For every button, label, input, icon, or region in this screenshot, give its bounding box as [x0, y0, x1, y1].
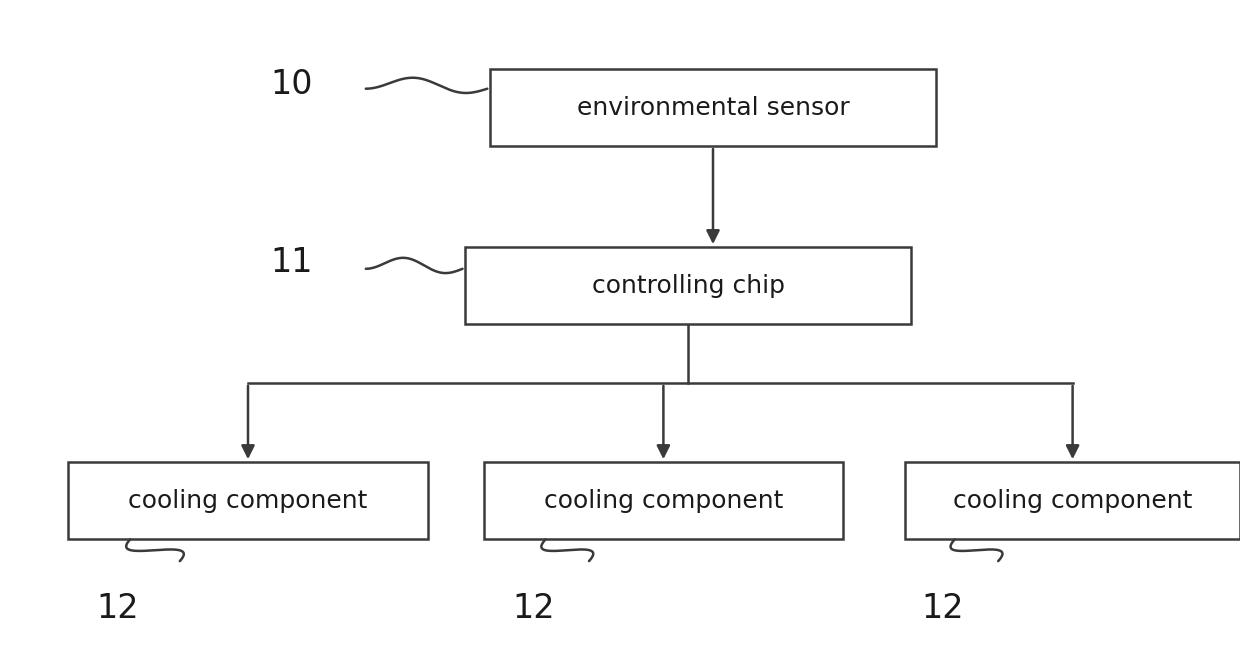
Text: controlling chip: controlling chip [591, 274, 785, 298]
Text: cooling component: cooling component [128, 489, 368, 513]
FancyBboxPatch shape [68, 462, 428, 539]
Text: cooling component: cooling component [952, 489, 1193, 513]
Text: cooling component: cooling component [543, 489, 784, 513]
Text: environmental sensor: environmental sensor [577, 95, 849, 120]
FancyBboxPatch shape [484, 462, 843, 539]
Text: 12: 12 [921, 591, 963, 625]
FancyBboxPatch shape [905, 462, 1240, 539]
Text: 12: 12 [97, 591, 139, 625]
Text: 11: 11 [270, 245, 312, 279]
FancyBboxPatch shape [490, 69, 936, 146]
FancyBboxPatch shape [465, 247, 911, 325]
Text: 12: 12 [512, 591, 554, 625]
Text: 10: 10 [270, 67, 312, 101]
